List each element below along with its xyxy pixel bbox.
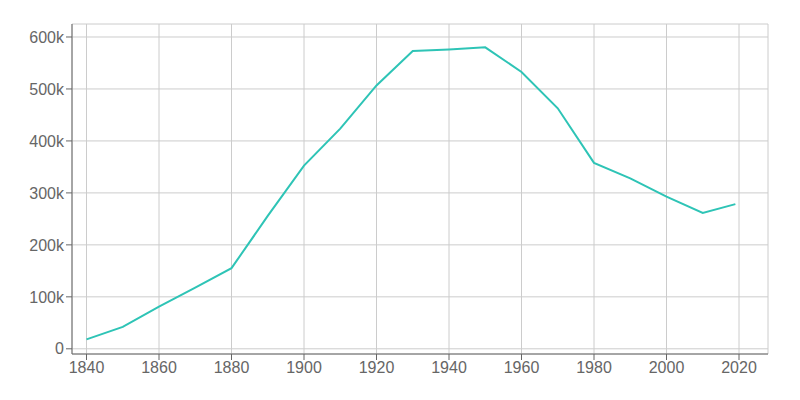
svg-text:1960: 1960	[504, 359, 540, 376]
svg-text:1980: 1980	[576, 359, 612, 376]
svg-text:0: 0	[55, 340, 64, 357]
svg-text:1900: 1900	[286, 359, 322, 376]
svg-text:500k: 500k	[29, 81, 65, 98]
svg-text:600k: 600k	[29, 29, 65, 46]
svg-text:2000: 2000	[649, 359, 685, 376]
svg-text:1840: 1840	[69, 359, 105, 376]
svg-text:200k: 200k	[29, 237, 65, 254]
svg-text:400k: 400k	[29, 133, 65, 150]
svg-text:1860: 1860	[141, 359, 177, 376]
svg-text:1940: 1940	[431, 359, 467, 376]
svg-text:1880: 1880	[214, 359, 250, 376]
svg-text:300k: 300k	[29, 185, 65, 202]
svg-text:1920: 1920	[359, 359, 395, 376]
svg-text:2020: 2020	[721, 359, 757, 376]
svg-text:100k: 100k	[29, 289, 65, 306]
